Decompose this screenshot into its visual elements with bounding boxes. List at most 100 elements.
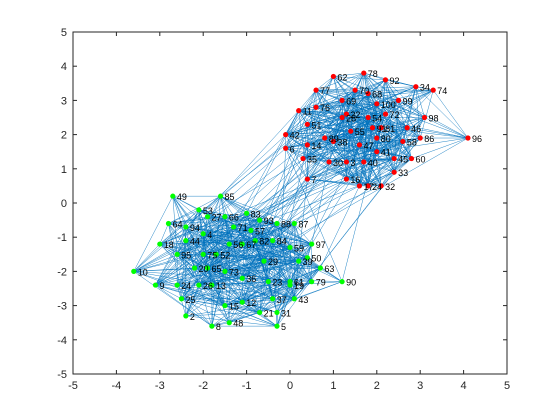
node-point: [231, 224, 236, 229]
node-point: [413, 84, 418, 89]
node-label: 23: [272, 278, 282, 288]
node-label: 86: [424, 134, 434, 144]
node-label: 74: [437, 86, 447, 96]
node-point: [374, 149, 379, 154]
node-label: 81: [385, 124, 395, 134]
node-label: 62: [337, 72, 347, 82]
node-label: 89: [329, 134, 339, 144]
node-point: [287, 279, 292, 284]
node-label: 57: [255, 226, 265, 236]
y-tick-label: 4: [61, 61, 67, 73]
node-point: [344, 159, 349, 164]
node-point: [192, 265, 197, 270]
node-point: [257, 310, 262, 315]
y-tick-label: 5: [61, 27, 67, 39]
node-label: 70: [359, 86, 369, 96]
node-point: [339, 98, 344, 103]
node-point: [366, 115, 371, 120]
y-tick-label: -3: [57, 301, 67, 313]
node-label: 37: [277, 295, 287, 305]
node-point: [274, 221, 279, 226]
node-label: 61: [294, 278, 304, 288]
node-label: 66: [229, 213, 239, 223]
node-label: 13: [216, 281, 226, 291]
node-point: [322, 135, 327, 140]
node-label: 67: [246, 240, 256, 250]
node-label: 34: [420, 83, 430, 93]
node-label: 59: [294, 243, 304, 253]
node-label: 15: [229, 302, 239, 312]
node-label: 72: [389, 110, 399, 120]
node-label: 65: [212, 264, 222, 274]
node-point: [383, 111, 388, 116]
node-label: 75: [207, 250, 217, 260]
node-point: [409, 156, 414, 161]
node-label: 73: [229, 267, 239, 277]
node-point: [222, 303, 227, 308]
x-tick-label: 0: [287, 380, 293, 392]
node-label: 88: [281, 220, 291, 230]
node-point: [309, 241, 314, 246]
node-label: 56: [233, 240, 243, 250]
node-point: [222, 269, 227, 274]
node-point: [292, 296, 297, 301]
node-point: [283, 146, 288, 151]
y-tick-label: -5: [57, 369, 67, 381]
x-tick-label: -3: [155, 380, 165, 392]
node-label: 24: [181, 281, 191, 291]
node-label: 93: [264, 216, 274, 226]
x-tick-label: 3: [417, 380, 423, 392]
y-tick-label: -2: [57, 266, 67, 278]
node-label: 10: [138, 267, 148, 277]
node-label: 60: [416, 155, 426, 165]
node-label: 84: [277, 237, 287, 247]
node-label: 78: [368, 69, 378, 79]
node-point: [218, 194, 223, 199]
node-label: 35: [307, 155, 317, 165]
node-point: [344, 176, 349, 181]
x-tick-label: -4: [112, 380, 122, 392]
node-label: 82: [259, 237, 269, 247]
node-label: 11: [303, 107, 312, 117]
node-label: 36: [246, 274, 256, 284]
node-point: [201, 252, 206, 257]
node-point: [196, 207, 201, 212]
node-label: 47: [363, 141, 373, 151]
node-label: 92: [389, 76, 399, 86]
node-point: [300, 156, 305, 161]
node-point: [374, 101, 379, 106]
node-label: 51: [311, 120, 321, 130]
x-tick-label: -1: [242, 380, 252, 392]
node-label: 25: [186, 295, 196, 305]
node-label: 5: [281, 322, 286, 332]
node-point: [313, 105, 318, 110]
node-label: 33: [398, 168, 408, 178]
node-label: 7: [311, 175, 316, 185]
node-label: 45: [398, 155, 408, 165]
node-point: [240, 300, 245, 305]
node-label: 32: [385, 182, 395, 192]
node-point: [418, 135, 423, 140]
node-point: [305, 122, 310, 127]
node-label: 91: [376, 124, 386, 134]
node-label: 99: [403, 96, 413, 106]
node-label: 2: [190, 312, 195, 322]
node-label: 27: [212, 213, 222, 223]
node-point: [175, 252, 180, 257]
node-point: [183, 238, 188, 243]
y-tick-label: 3: [61, 95, 67, 107]
node-label: 26: [203, 281, 213, 291]
node-label: 43: [298, 295, 308, 305]
node-point: [305, 176, 310, 181]
node-label: 50: [311, 254, 321, 264]
node-point: [274, 310, 279, 315]
node-label: 79: [316, 278, 326, 288]
node-label: 42: [290, 131, 300, 141]
node-label: 30: [333, 158, 343, 168]
node-point: [179, 296, 184, 301]
node-point: [392, 170, 397, 175]
node-point: [227, 241, 232, 246]
node-point: [248, 228, 253, 233]
node-point: [270, 296, 275, 301]
